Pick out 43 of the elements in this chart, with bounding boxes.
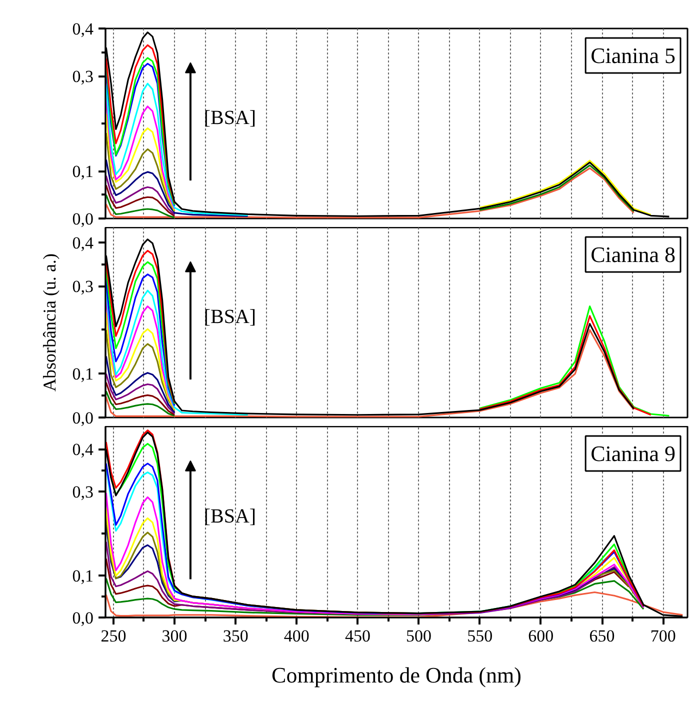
y-tick-label: 0,1 — [72, 162, 94, 181]
line-series — [106, 312, 176, 410]
x-tick-label: 600 — [528, 626, 554, 646]
y-axis-title: Absorbância (u. a.) — [39, 254, 60, 392]
text: Cianina 9 — [590, 441, 676, 466]
x-tick-label: 650 — [589, 626, 615, 646]
annotation: [BSA] — [204, 505, 256, 528]
y-tick-label: 0,1 — [72, 364, 94, 384]
line-series — [106, 390, 176, 417]
text: Cianina 8 — [590, 242, 676, 267]
x-tick-label: 450 — [344, 626, 370, 646]
line-series — [106, 158, 249, 217]
line-series — [106, 382, 176, 416]
line-series — [106, 329, 635, 418]
x-tick-label: 300 — [162, 626, 188, 646]
y-tick-label: 0,4 — [72, 20, 94, 38]
line-series — [106, 329, 176, 412]
y-tick-label: 0,4 — [72, 440, 94, 460]
x-axis-title: Comprimento de Onda (nm) — [272, 662, 522, 688]
line-series — [106, 132, 176, 212]
line-series — [106, 184, 176, 217]
y-tick-label: 0,0 — [72, 408, 94, 428]
y-tick-label: 0,3 — [72, 482, 94, 502]
x-tick-label: 700 — [650, 626, 676, 646]
x-tick-label: 350 — [222, 626, 248, 646]
y-tick-label: 0,1 — [72, 566, 94, 586]
line-series — [106, 355, 176, 414]
line-series — [106, 591, 684, 618]
x-tick-label: 250 — [100, 626, 126, 646]
line-series — [106, 174, 176, 216]
x-tick-label: 500 — [406, 626, 432, 646]
y-tick-label: 0,4 — [72, 233, 94, 252]
line-series — [106, 372, 176, 414]
annotation: [BSA] — [204, 106, 256, 129]
y-tick-label: 0,0 — [72, 608, 94, 628]
text: Cianina 5 — [590, 43, 676, 68]
y-tick-label: 0,3 — [72, 67, 94, 86]
line-series — [106, 274, 176, 406]
x-tick-label: 550 — [467, 626, 493, 646]
annotation: [BSA] — [204, 306, 256, 328]
y-tick-label: 0,3 — [72, 277, 94, 296]
y-tick-label: 0,0 — [72, 210, 94, 228]
x-tick-label: 400 — [284, 626, 310, 646]
